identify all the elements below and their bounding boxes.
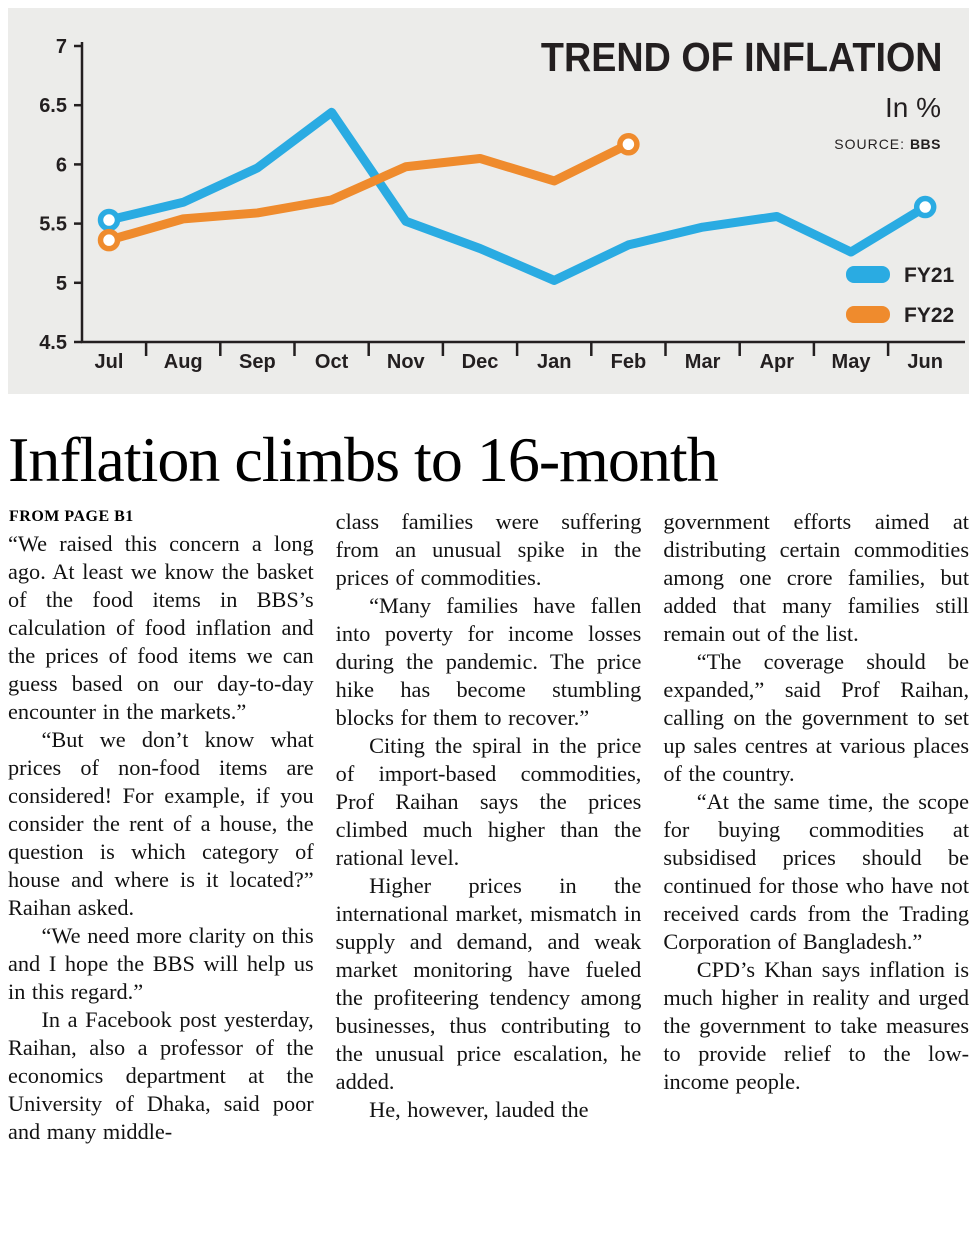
chart-source: SOURCE: BBS: [834, 136, 941, 152]
article-paragraph: CPD’s Khan says inflation is much higher…: [663, 957, 970, 1094]
article-column-2: class families were suffering from an un…: [336, 508, 642, 1146]
y-tick-label: 6: [56, 154, 67, 176]
article-paragraph: In a Facebook post yesterday, Raihan, al…: [8, 1007, 314, 1144]
x-tick-label: Jan: [537, 351, 571, 373]
x-tick-label: Aug: [164, 351, 203, 373]
article-paragraph: Higher prices in the international marke…: [335, 873, 642, 1094]
article-column-1: FROM PAGE B1 “We raised this concern a lo…: [8, 508, 314, 1146]
article-paragraph: Citing the spiral in the price of import…: [335, 733, 642, 870]
x-tick-label: Jun: [907, 351, 943, 373]
x-tick-label: Oct: [315, 351, 349, 373]
marker-FY22: [97, 228, 121, 252]
x-tick-label: May: [832, 351, 872, 373]
marker-FY22: [617, 133, 640, 156]
x-tick-label: Dec: [462, 351, 499, 373]
x-tick-label: Feb: [611, 351, 647, 373]
y-tick-label: 4.5: [39, 332, 67, 354]
series-line-FY21: [104, 107, 930, 285]
chart-title: TREND OF INFLATION: [541, 34, 943, 80]
chart-source-label: SOURCE:: [834, 136, 906, 152]
x-tick-label: Jul: [95, 351, 124, 373]
x-tick-label: Nov: [387, 351, 426, 373]
article-paragraph: “The coverage should be expanded,” said …: [663, 649, 970, 786]
legend-label-FY22: FY22: [904, 304, 954, 327]
chart-source-value: BBS: [909, 136, 941, 152]
article-paragraph: government efforts aimed at distributing…: [663, 509, 970, 646]
legend-swatch-FY22: [846, 306, 890, 323]
article-paragraph: “But we don’t know what prices of non-fo…: [8, 727, 314, 920]
article-paragraph: “At the same time, the scope for buying …: [663, 789, 970, 954]
inflation-chart-panel: 4.5 5 5.5 6 6.5 7 Jul Aug Sep Oct Nov Dec Jan Feb Mar A…: [8, 8, 969, 394]
continued-from-label: FROM PAGE B1: [9, 508, 134, 525]
legend-swatch-FY21: [846, 266, 890, 283]
article-paragraph: “Many families have fallen into poverty …: [335, 593, 642, 730]
marker-FY21: [97, 208, 121, 232]
x-tick-label: Apr: [760, 351, 795, 373]
y-tick-label: 6.5: [39, 95, 67, 117]
article-body: FROM PAGE B1 “We raised this concern a lo…: [0, 508, 977, 1160]
article-column-3: government efforts aimed at distributing…: [663, 508, 969, 1146]
x-tick-label: Sep: [239, 351, 276, 373]
trend-of-inflation-chart: 4.5 5 5.5 6 6.5 7 Jul Aug Sep Oct Nov Dec Jan Feb Mar A…: [39, 36, 965, 373]
article-paragraph: “We raised this concern a long ago. At l…: [8, 531, 314, 724]
legend-label-FY21: FY21: [904, 264, 955, 287]
article-paragraph: “We need more clarity on this and I hope…: [8, 923, 314, 1004]
series-line-FY22: [104, 139, 633, 245]
chart-unit-label: In %: [884, 92, 941, 123]
y-tick-label: 5: [56, 273, 67, 295]
y-tick-label: 7: [56, 36, 67, 58]
newspaper-page: 4.5 5 5.5 6 6.5 7 Jul Aug Sep Oct Nov Dec Jan Feb Mar A…: [0, 8, 977, 1253]
article-paragraph: He, however, lauded the: [369, 1097, 589, 1122]
article-paragraph: class families were suffering from an un…: [335, 509, 642, 590]
marker-FY21: [913, 195, 937, 219]
x-tick-label: Mar: [685, 351, 721, 373]
y-tick-label: 5.5: [39, 214, 67, 236]
article-headline: Inflation climbs to 16-month: [8, 424, 719, 495]
